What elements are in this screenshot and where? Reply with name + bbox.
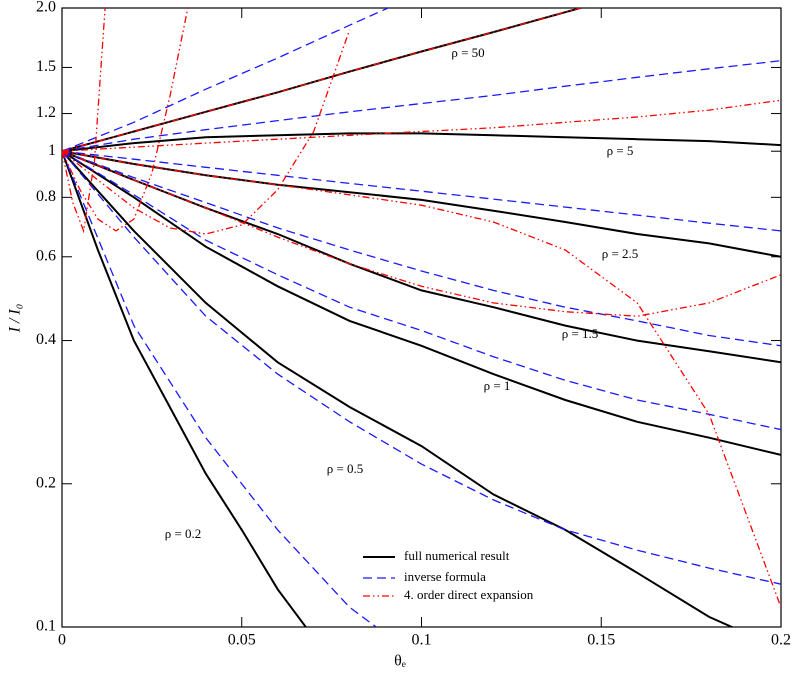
curve <box>62 150 781 585</box>
curve-annotation: ρ = 5 <box>607 143 634 158</box>
curve <box>62 150 781 456</box>
plot-lines <box>62 8 781 627</box>
curve <box>62 8 390 152</box>
y-tick-label: 1.2 <box>36 104 56 121</box>
y-tick-label: 0.4 <box>36 331 56 348</box>
curve-annotation: ρ = 2.5 <box>602 246 639 261</box>
curve <box>62 150 308 627</box>
y-tick-label: 0.8 <box>36 188 56 205</box>
legend-label: full numerical result <box>404 548 510 563</box>
x-tick-label: 0.2 <box>771 632 791 649</box>
x-tick-label: 0.05 <box>228 632 256 649</box>
curve <box>62 29 351 235</box>
legend-label: inverse formula <box>404 569 486 584</box>
curve <box>62 150 735 627</box>
y-tick-label: 1.5 <box>36 58 56 75</box>
y-tick-label: 0.6 <box>36 247 56 264</box>
y-tick-label: 1 <box>48 142 56 159</box>
y-axis-label: I / I₀ <box>7 304 24 334</box>
y-tick-label: 0.2 <box>36 474 56 491</box>
curve <box>62 8 189 232</box>
curve <box>62 150 781 317</box>
curve <box>62 8 583 152</box>
curve <box>62 132 781 153</box>
curve <box>62 8 106 234</box>
x-tick-label: 0 <box>58 632 66 649</box>
curve <box>62 150 378 627</box>
curve-annotation: ρ = 1.5 <box>562 326 599 341</box>
y-tick-label: 0.1 <box>36 618 56 635</box>
curve <box>62 150 781 232</box>
curve-annotation: ρ = 1 <box>484 378 511 393</box>
legend-label: 4. order direct expansion <box>404 587 534 602</box>
curve <box>62 8 585 153</box>
curve <box>62 99 781 152</box>
curve <box>62 60 781 152</box>
curve <box>62 150 781 608</box>
curve-annotation: ρ = 0.5 <box>327 461 364 476</box>
curve-annotation: ρ = 0.2 <box>165 526 202 541</box>
x-axis-label: θₑ <box>394 653 406 670</box>
curve <box>62 150 781 347</box>
y-tick-label: 2.0 <box>36 0 56 16</box>
x-tick-label: 0.15 <box>587 632 615 649</box>
x-tick-label: 0.1 <box>412 632 432 649</box>
curve <box>62 150 781 431</box>
curve <box>62 150 781 258</box>
curve <box>62 150 781 364</box>
curve-annotation: ρ = 50 <box>451 45 484 60</box>
